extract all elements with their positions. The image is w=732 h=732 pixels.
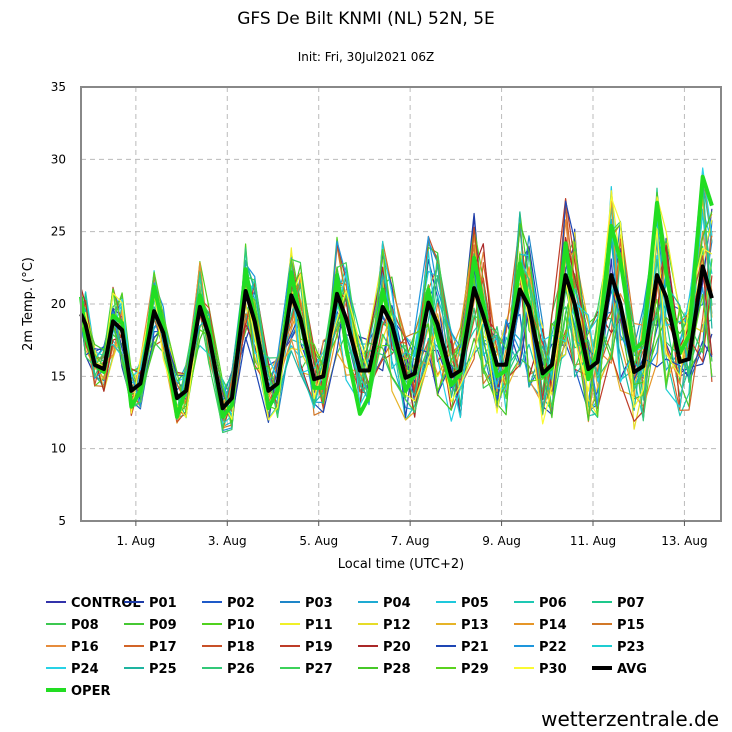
main-lines [79, 174, 714, 419]
x-tick-label: 5. Aug [299, 534, 338, 548]
legend-entry-p02: P02 [202, 596, 255, 611]
legend-label: P21 [461, 640, 489, 655]
legend-entry-p18: P18 [202, 640, 255, 655]
legend-entry-p30: P30 [514, 662, 567, 677]
legend-label: P14 [539, 618, 567, 633]
legend-label: P05 [461, 596, 489, 611]
legend-label: P25 [149, 662, 177, 677]
legend-label: P11 [305, 618, 333, 633]
legend-label: P29 [461, 662, 489, 677]
series-line-avg [79, 264, 714, 411]
legend-label: P07 [617, 596, 645, 611]
legend-label: P19 [305, 640, 333, 655]
legend-entry-p29: P29 [436, 662, 489, 677]
legend-entry-p13: P13 [436, 618, 489, 633]
legend-label: CONTROL [71, 596, 141, 611]
legend-label: P01 [149, 596, 177, 611]
legend: CONTROL P01 P02 P03 P04 P05 P06 P07 P08 P09 P10 P11… [46, 596, 647, 699]
x-tick-label: 7. Aug [391, 534, 430, 548]
legend-entry-p15: P15 [592, 618, 645, 633]
y-tick-label: 15 [51, 369, 66, 383]
plot-frame [80, 86, 722, 522]
series-line-p13 [80, 197, 713, 424]
legend-label: P10 [227, 618, 255, 633]
x-axis-label: Local time (UTC+2) [338, 557, 464, 572]
x-tick-label: 3. Aug [208, 534, 247, 548]
y-tick-label: 30 [51, 152, 66, 166]
legend-entry-p01: P01 [124, 596, 177, 611]
legend-entry-p09: P09 [124, 618, 177, 633]
legend-label: P15 [617, 618, 645, 633]
y-axis-label: 2m Temp. (°C) [21, 257, 36, 351]
legend-entry-p10: P10 [202, 618, 255, 633]
legend-label: P02 [227, 596, 255, 611]
legend-entry-p12: P12 [358, 618, 411, 633]
x-tick-label: 11. Aug [570, 534, 616, 548]
legend-label: P23 [617, 640, 645, 655]
y-tick-label: 20 [51, 297, 66, 311]
legend-label: P26 [227, 662, 255, 677]
legend-entry-control: CONTROL [46, 596, 141, 611]
legend-label: P13 [461, 618, 489, 633]
legend-entry-avg: AVG [592, 662, 647, 677]
legend-entry-p03: P03 [280, 596, 333, 611]
legend-label: P08 [71, 618, 99, 633]
legend-entry-p14: P14 [514, 618, 567, 633]
legend-label: P18 [227, 640, 255, 655]
legend-entry-p28: P28 [358, 662, 411, 677]
x-tick-label: 9. Aug [482, 534, 521, 548]
y-tick-label: 35 [51, 80, 66, 94]
legend-entry-p20: P20 [358, 640, 411, 655]
legend-label: P06 [539, 596, 567, 611]
chart-subtitle: Init: Fri, 30Jul2021 06Z [298, 50, 435, 64]
y-tick-label: 5 [58, 514, 66, 528]
legend-label: P04 [383, 596, 411, 611]
legend-entry-p17: P17 [124, 640, 177, 655]
legend-entry-p08: P08 [46, 618, 99, 633]
legend-entry-p24: P24 [46, 662, 99, 677]
legend-entry-p11: P11 [280, 618, 333, 633]
legend-entry-oper: OPER [46, 684, 110, 699]
legend-entry-p19: P19 [280, 640, 333, 655]
legend-entry-p07: P07 [592, 596, 645, 611]
y-tick-label: 25 [51, 225, 66, 239]
x-tick-label: 13. Aug [661, 534, 707, 548]
chart-title: GFS De Bilt KNMI (NL) 52N, 5E [237, 9, 495, 29]
legend-label: OPER [71, 684, 110, 699]
legend-entry-p25: P25 [124, 662, 177, 677]
credit-label: wetterzentrale.de [541, 707, 719, 731]
legend-label: P20 [383, 640, 411, 655]
legend-entry-p06: P06 [514, 596, 567, 611]
legend-label: P09 [149, 618, 177, 633]
legend-entry-p05: P05 [436, 596, 489, 611]
legend-label: P24 [71, 662, 99, 677]
legend-label: P28 [383, 662, 411, 677]
legend-label: P17 [149, 640, 177, 655]
legend-entry-p21: P21 [436, 640, 489, 655]
legend-label: P16 [71, 640, 99, 655]
legend-entry-p04: P04 [358, 596, 411, 611]
legend-label: P22 [539, 640, 567, 655]
legend-label: P27 [305, 662, 333, 677]
legend-entry-p23: P23 [592, 640, 645, 655]
legend-label: P12 [383, 618, 411, 633]
legend-label: P03 [305, 596, 333, 611]
legend-entry-p27: P27 [280, 662, 333, 677]
legend-entry-p22: P22 [514, 640, 567, 655]
x-axis-ticks: 1. Aug 3. Aug 5. Aug 7. Aug 9. Aug 11. Aug 13.… [117, 521, 708, 548]
legend-label: AVG [617, 662, 647, 677]
y-tick-label: 10 [51, 442, 66, 456]
y-axis-ticks: 5 10 15 20 25 30 35 [51, 80, 66, 528]
legend-entry-p16: P16 [46, 640, 99, 655]
legend-label: P30 [539, 662, 567, 677]
x-tick-label: 1. Aug [117, 534, 156, 548]
legend-entry-p26: P26 [202, 662, 255, 677]
